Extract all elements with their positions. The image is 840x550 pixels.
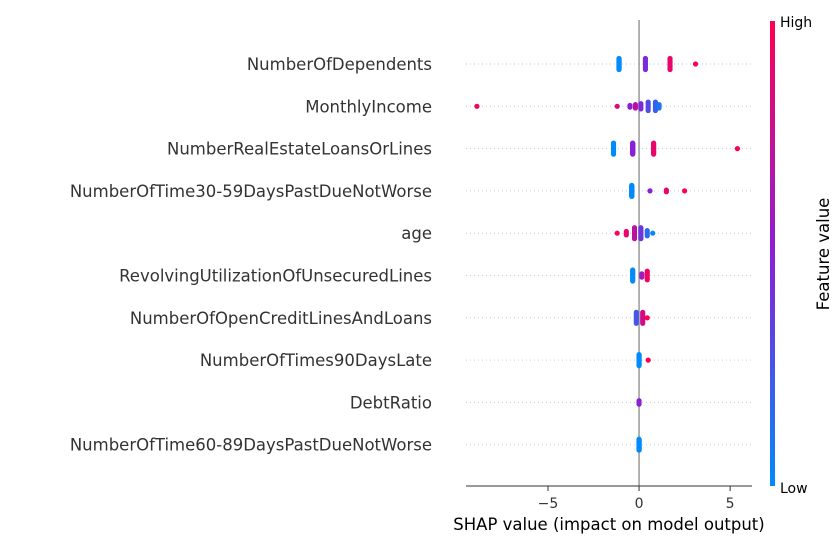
shap-point (629, 193, 635, 199)
feature-label: DebtRatio (350, 393, 432, 412)
shap-point (663, 189, 669, 195)
shap-point (639, 274, 645, 280)
shap-point (640, 320, 646, 326)
shap-point (656, 105, 662, 111)
feature-label: NumberOfOpenCreditLinesAndLoans (130, 309, 432, 328)
shap-point (647, 188, 653, 194)
colorbar-high-label: High (780, 15, 812, 31)
shap-point (636, 363, 642, 369)
feature-label: NumberRealEstateLoansOrLines (167, 140, 432, 159)
shap-point (614, 103, 620, 109)
feature-label: NumberOfDependents (247, 55, 432, 74)
shap-point (645, 107, 651, 114)
x-axis-title: SHAP value (impact on model output) (453, 515, 764, 534)
x-tick-label: 0 (635, 496, 644, 512)
shap-point (616, 66, 622, 73)
shap-point (644, 315, 650, 321)
shap-point (633, 320, 639, 326)
colorbar-low-label: Low (780, 481, 808, 497)
shap-point (636, 401, 642, 407)
feature-label: NumberOfTimes90DaysLate (200, 351, 432, 370)
shap-point (623, 232, 629, 238)
colorbar: High Low Feature value (770, 15, 833, 497)
shap-point (630, 151, 636, 157)
feature-label: RevolvingUtilizationOfUnsecuredLines (119, 267, 432, 286)
x-tick-label: 5 (726, 496, 735, 512)
shap-point (644, 277, 650, 283)
shap-point (630, 278, 636, 284)
shap-point (642, 66, 649, 73)
shap-point (652, 107, 659, 114)
feature-label: MonthlyIncome (305, 97, 432, 116)
feature-rows: NumberOfDependents MonthlyIncome NumberRea… (70, 55, 752, 455)
feature-label: age (401, 224, 432, 243)
shap-point (474, 103, 480, 109)
shap-point (667, 66, 673, 73)
shap-point (627, 104, 633, 110)
shap-point (638, 236, 644, 242)
shap-point (734, 146, 741, 152)
feature-label: NumberOfTime60-89DaysPastDueNotWorse (70, 436, 432, 455)
shap-point (650, 230, 656, 236)
shap-point (651, 151, 657, 157)
data-points (474, 55, 741, 453)
shap-point (644, 233, 650, 239)
feature-label: NumberOfTime30-59DaysPastDueNotWorse (70, 182, 432, 201)
shap-point (614, 230, 620, 236)
shap-point (610, 151, 617, 157)
shap-point (631, 236, 638, 242)
shap-point (638, 106, 644, 112)
shap-point (645, 357, 651, 363)
shap-point (692, 61, 699, 67)
colorbar-title: Feature value (814, 198, 833, 311)
shap-point (632, 105, 639, 111)
shap-point (682, 188, 688, 194)
x-axis: −5 0 5 (466, 485, 752, 512)
x-tick-label: −5 (538, 496, 559, 512)
colorbar-gradient (770, 21, 775, 486)
shap-point (636, 447, 642, 453)
